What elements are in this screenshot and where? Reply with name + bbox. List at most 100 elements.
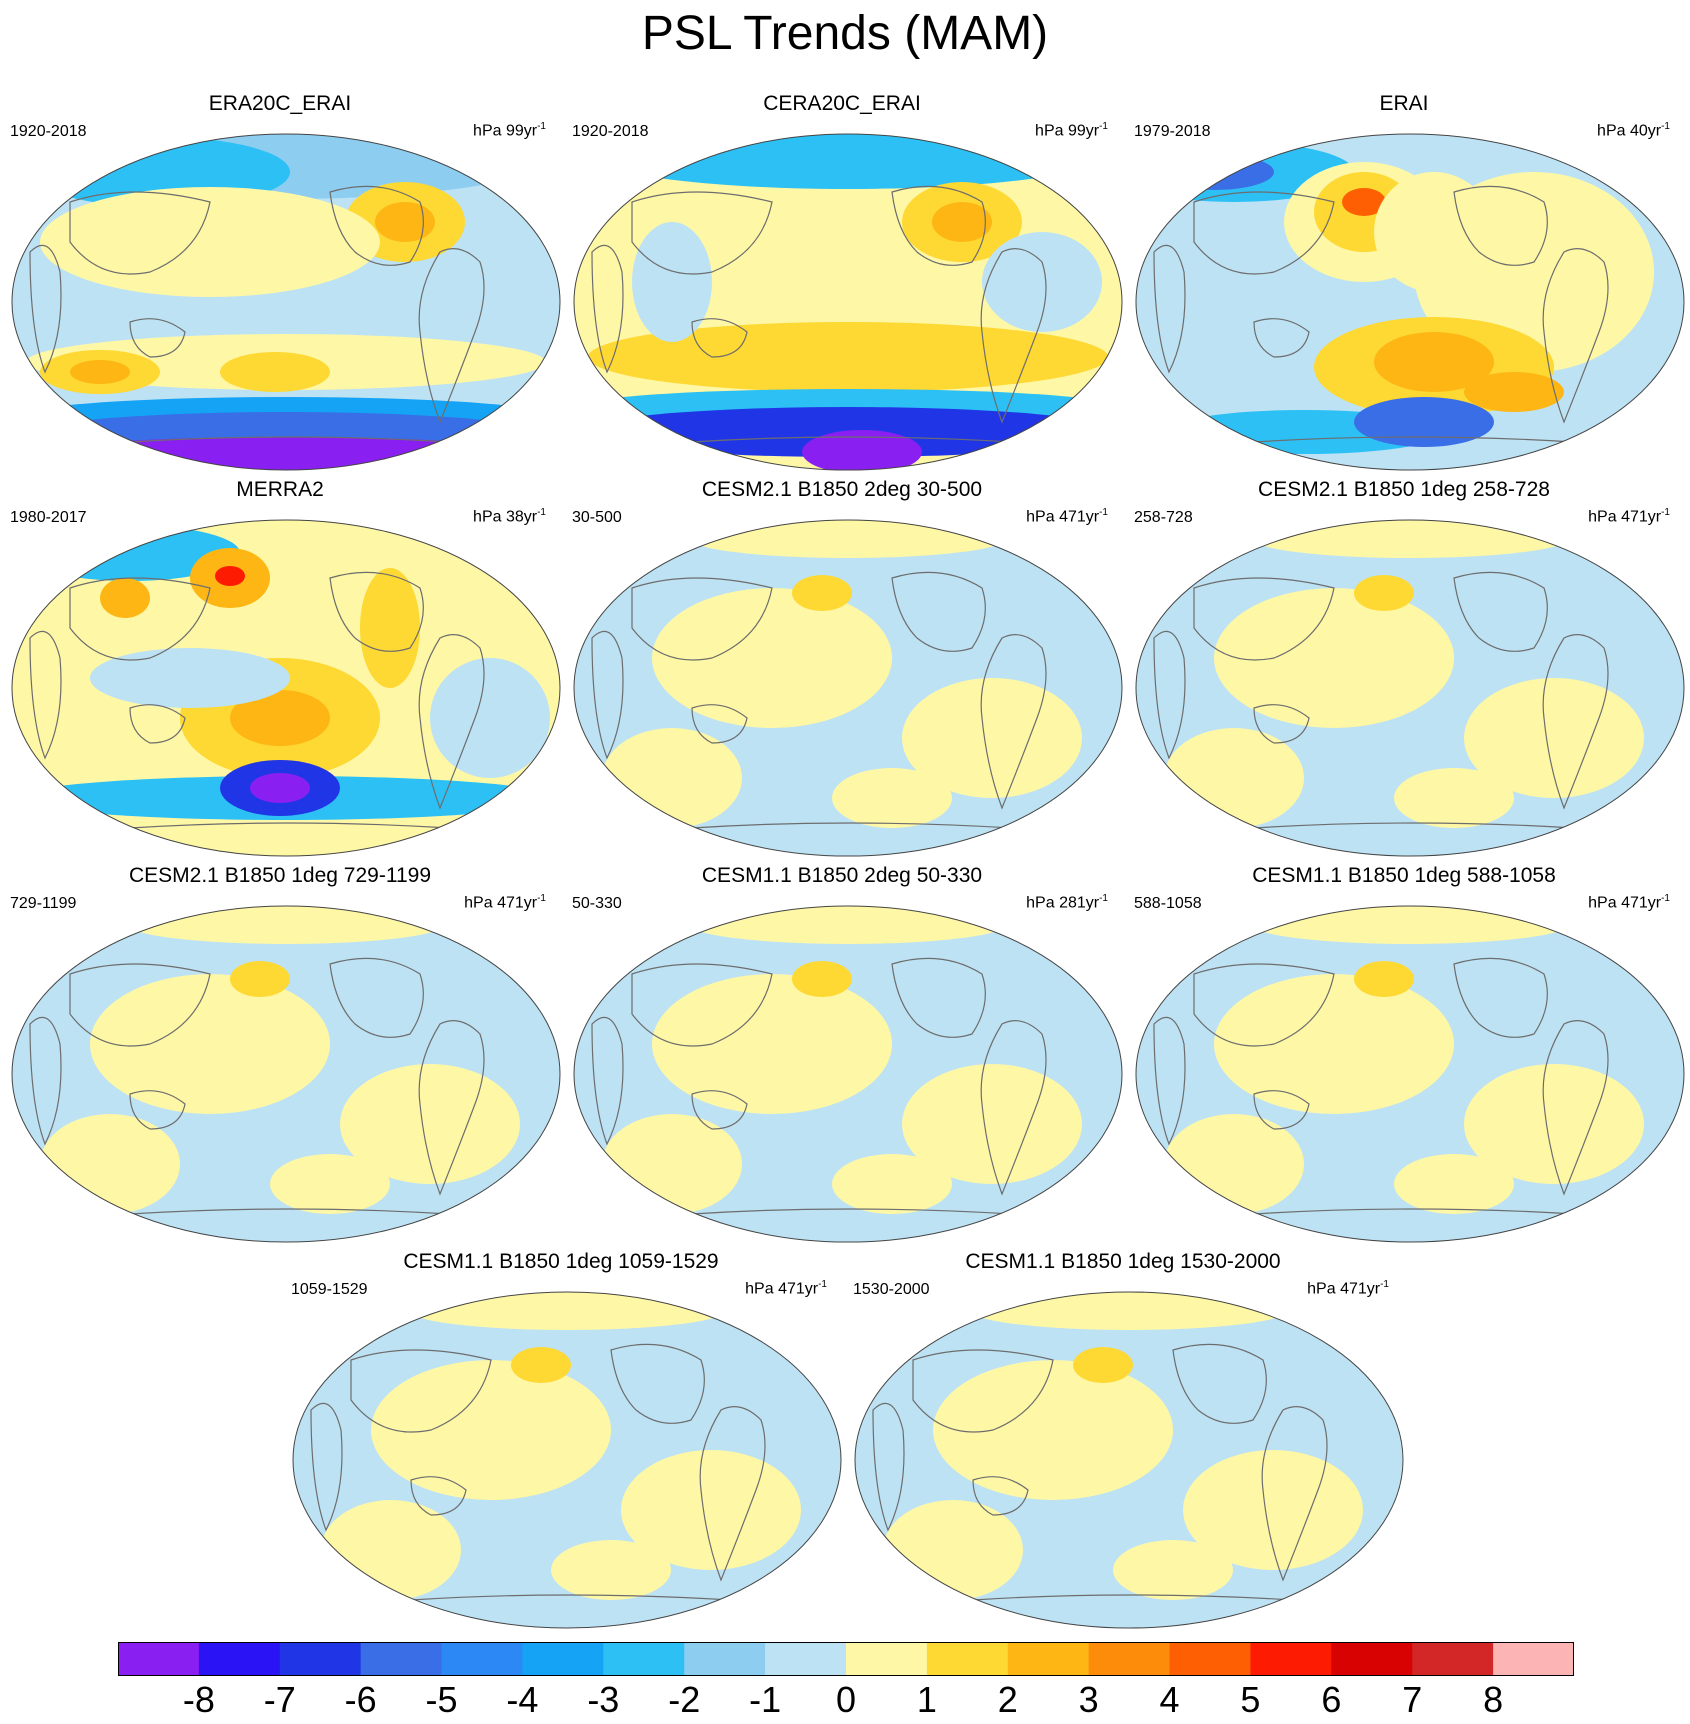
colorbar-swatch xyxy=(522,1642,604,1676)
colorbar-tick-label: -6 xyxy=(344,1679,377,1720)
contour-region xyxy=(969,1291,1289,1330)
contour-region xyxy=(1250,905,1570,944)
colorbar-swatch xyxy=(1088,1642,1171,1676)
map-boundary xyxy=(11,519,561,857)
colorbar-labels: -8 -7 -6 -5 -4 -3 -2 -1 0 1 2 3 4 5 6 7 8 xyxy=(0,1680,1690,1724)
colorbar-swatch xyxy=(926,1642,1009,1676)
contour-region xyxy=(1164,728,1304,828)
map-panel-erai: ERAI 1979-2018 hPa 40yr-1 xyxy=(1124,92,1685,472)
trend-map xyxy=(573,133,1123,471)
colorbar-swatch xyxy=(1007,1642,1090,1676)
colorbar-tick-label: 2 xyxy=(997,1679,1018,1720)
map-panel-cesm11-2deg: CESM1.1 B1850 2deg 50-330 50-330 hPa 281… xyxy=(562,864,1123,1244)
coastline xyxy=(891,571,986,652)
coastline xyxy=(691,1090,748,1130)
coastline xyxy=(1261,1406,1328,1582)
colorbar-tick-label: -4 xyxy=(506,1679,539,1720)
colorbar-tick-label: 4 xyxy=(1159,1679,1180,1720)
coastline xyxy=(418,634,485,810)
coastline xyxy=(1542,248,1609,424)
contour-region xyxy=(90,974,330,1114)
map-boundary xyxy=(573,519,1123,857)
contour-region xyxy=(933,1360,1173,1500)
contour-region xyxy=(932,202,992,242)
field-layer xyxy=(573,905,1122,1243)
contour-region xyxy=(371,1360,611,1500)
contour-region xyxy=(230,961,290,997)
coastline xyxy=(1253,318,1310,358)
coastline xyxy=(980,1020,1047,1196)
coastline xyxy=(980,248,1047,424)
coastline xyxy=(1253,436,1575,443)
contour-region xyxy=(321,1500,461,1600)
contour-region xyxy=(1183,1450,1363,1570)
field-layer xyxy=(854,1291,1403,1629)
contour-region xyxy=(1394,768,1514,828)
field-layer xyxy=(292,1291,841,1629)
coastline xyxy=(1453,957,1548,1038)
trend-map xyxy=(11,133,561,471)
contour-region xyxy=(250,773,310,803)
contour-region xyxy=(1073,1347,1133,1383)
colorbar-swatch xyxy=(360,1642,443,1676)
coastline xyxy=(410,1476,467,1516)
field-layer xyxy=(11,519,560,857)
contour-region xyxy=(215,566,245,586)
colorbar-swatch xyxy=(1493,1642,1574,1676)
contour-region xyxy=(230,690,330,746)
panel-title: MERRA2 xyxy=(236,478,324,501)
coastline xyxy=(69,963,211,1047)
coastline xyxy=(418,1020,485,1196)
contour-region xyxy=(1164,1114,1304,1214)
coastline xyxy=(1253,822,1575,829)
map-boundary xyxy=(1135,905,1685,1243)
trend-map xyxy=(11,519,561,857)
contour-region xyxy=(360,568,420,688)
contour-region xyxy=(1342,188,1386,216)
colorbar-swatch xyxy=(1250,1642,1332,1676)
map-boundary xyxy=(1135,519,1685,857)
colorbar-tick-label: 8 xyxy=(1483,1679,1504,1720)
contour-region xyxy=(270,1154,390,1214)
colorbar-swatch xyxy=(1331,1642,1413,1676)
panel-period: 30-500 xyxy=(572,509,622,526)
map-panel-era20c: ERA20C_ERAI 1920-2018 hPa 99yr-1 xyxy=(0,92,561,472)
figure-title: PSL Trends (MAM) xyxy=(641,7,1049,60)
colorbar-swatch xyxy=(684,1642,766,1676)
coastline xyxy=(972,1594,1294,1601)
coastline xyxy=(29,1016,62,1146)
map-panel-cesm11-1530: CESM1.1 B1850 1deg 1530-2000 1530-2000 h… xyxy=(843,1250,1404,1630)
panel-period: 1979-2018 xyxy=(1134,123,1211,140)
contour-region xyxy=(90,648,290,708)
coastline xyxy=(69,577,211,661)
map-boundary xyxy=(1135,133,1685,471)
colorbar-swatch xyxy=(1412,1642,1494,1676)
coastline xyxy=(1253,704,1310,744)
coastline xyxy=(699,1406,766,1582)
trend-map xyxy=(1135,905,1685,1243)
colorbar-tick-label: -2 xyxy=(668,1679,701,1720)
colorbar-tick-label: -5 xyxy=(425,1679,458,1720)
contour-region xyxy=(602,728,742,828)
panel-units: hPa 281yr-1 xyxy=(1026,893,1108,912)
map-boundary xyxy=(11,905,561,1243)
contour-region xyxy=(652,588,892,728)
colorbar-tick-label: 6 xyxy=(1321,1679,1342,1720)
contour-region xyxy=(832,768,952,828)
coastline xyxy=(1153,1016,1186,1146)
colorbar-tick-label: -1 xyxy=(749,1679,782,1720)
contour-region xyxy=(16,437,556,471)
coastline xyxy=(591,244,624,374)
colorbar-tick-label: -8 xyxy=(182,1679,215,1720)
panel-period: 1530-2000 xyxy=(853,1281,930,1298)
coastline xyxy=(1172,1343,1267,1424)
map-boundary xyxy=(11,133,561,471)
panel-title: CESM1.1 B1850 2deg 50-330 xyxy=(701,864,983,887)
field-layer xyxy=(573,133,1122,471)
map-panel-merra2: MERRA2 1980-2017 hPa 38yr-1 xyxy=(0,478,561,858)
trend-map xyxy=(292,1291,842,1629)
coastline xyxy=(1193,191,1335,275)
panel-title: CERA20C_ERAI xyxy=(763,92,921,115)
panel-title: CESM2.1 B1850 1deg 258-728 xyxy=(1258,478,1550,501)
panel-units: hPa 471yr-1 xyxy=(1588,507,1670,526)
